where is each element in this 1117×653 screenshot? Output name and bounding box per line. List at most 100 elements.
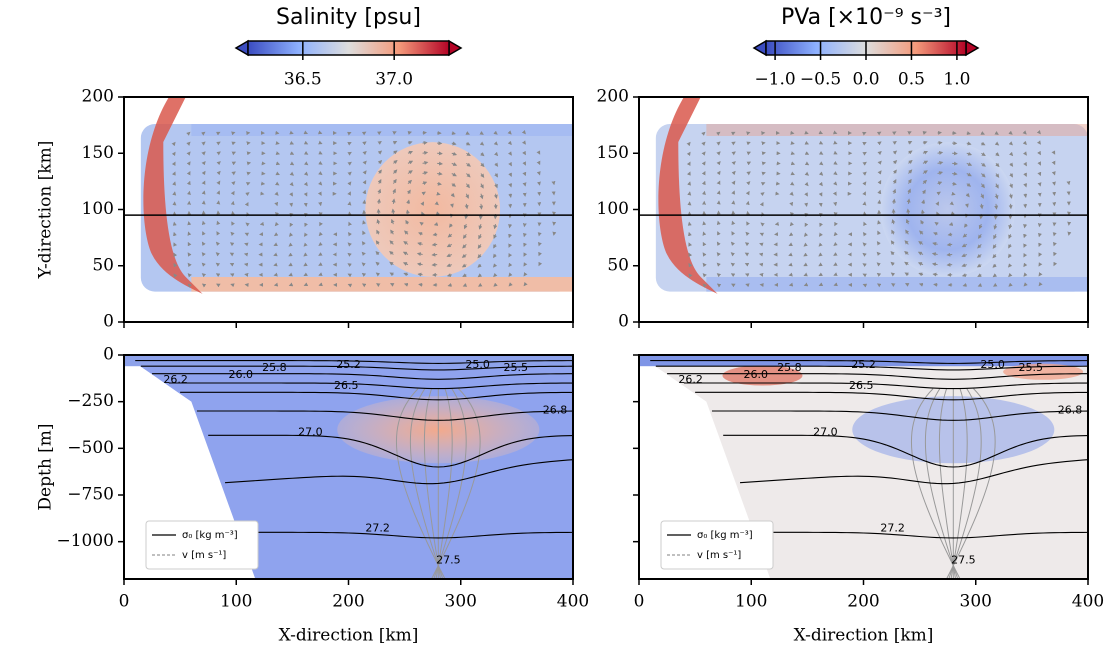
velocity-arrow [204,132,205,133]
eddy [880,142,1015,277]
velocity-arrow [865,192,866,194]
velocity-arrow [350,192,351,194]
contour-label: 27.5 [951,553,976,566]
y-tick-label: 150 [597,143,629,163]
contour-label: 26.2 [163,373,188,386]
velocity-arrow [320,224,321,225]
velocity-arrow [274,275,276,276]
contour-label: 27.0 [298,425,323,438]
velocity-arrow [306,133,307,134]
velocity-arrow [203,284,204,285]
y-tick-label: −750 [67,485,114,505]
velocity-arrow [231,284,233,285]
x-tick-label: 300 [960,592,992,612]
velocity-arrow [690,162,691,163]
velocity-arrow [524,285,525,286]
x-tick-label: 100 [220,592,252,612]
colorbar-extend-high [966,41,978,55]
velocity-arrow [306,143,308,144]
contour-label: 27.2 [880,522,905,535]
velocity-arrow [937,212,938,214]
velocity-arrow [1039,275,1040,276]
velocity-arrow [524,265,525,266]
colorbar-tick-label: −1.0 [754,70,795,90]
velocity-arrow [762,163,765,164]
legend-label: v [m s⁻¹] [697,550,741,561]
velocity-arrow [792,143,794,144]
velocity-arrow [525,153,526,154]
legend-label: σ₀ [kg m⁻³] [182,530,238,541]
velocity-arrow [865,143,866,144]
velocity-arrow [189,182,190,184]
velocity-arrow [247,163,250,164]
x-tick-label: 0 [119,592,130,612]
velocity-arrow [835,153,836,154]
velocity-arrow [952,194,955,195]
velocity-arrow [481,204,482,209]
velocity-arrow [319,275,320,276]
field-south [191,277,573,292]
velocity-arrow [188,284,189,285]
velocity-arrow [952,174,957,175]
y-tick-label: 150 [82,143,114,163]
velocity-arrow [509,285,510,286]
eddy [365,142,500,277]
velocity-arrow [733,132,734,133]
velocity-arrow [1040,153,1041,154]
contour-label: 25.2 [336,358,361,371]
velocity-arrow [217,284,218,285]
velocity-arrow [524,275,525,276]
velocity-arrow [319,265,320,266]
velocity-arrow [996,204,997,209]
velocity-arrow [806,133,808,134]
velocity-arrow [274,265,276,266]
velocity-arrow [437,184,441,185]
velocity-arrow [203,222,204,224]
velocity-arrow [703,274,704,275]
velocity-arrow [689,253,690,254]
velocity-arrow [703,232,704,234]
x-tick-label: 0 [634,592,645,612]
legend-label: v [m s⁻¹] [182,550,226,561]
legend-label: σ₀ [kg m⁻³] [697,530,753,541]
y-tick-label: 50 [607,255,629,275]
velocity-arrow [350,152,351,153]
velocity-arrow [245,254,248,255]
velocity-arrow [350,143,351,144]
velocity-arrow [834,275,835,276]
velocity-arrow [407,210,408,214]
contour-label: 26.5 [334,379,359,392]
velocity-arrow [835,194,836,195]
velocity-arrow [1040,174,1041,176]
velocity-arrow [189,152,190,153]
y-axis-label: Y-direction [km] [36,141,56,280]
contour-label: 27.0 [813,425,838,438]
velocity-arrow [175,172,176,173]
legend-box [146,521,258,569]
velocity-arrow [524,244,525,246]
velocity-arrow [291,133,293,134]
velocity-arrow [1024,285,1025,286]
velocity-arrow [418,274,422,275]
velocity-arrow [1040,163,1041,164]
colorbar-tick-label: 36.5 [284,70,322,90]
colorbar-tick-label: 37.0 [375,70,413,90]
velocity-arrow [349,223,350,225]
velocity-arrow [525,184,526,186]
velocity-arrow [188,232,189,234]
velocity-arrow [348,274,349,275]
velocity-arrow [933,274,937,275]
velocity-arrow [746,284,748,285]
velocity-arrow [948,244,953,245]
velocity-arrow [704,142,705,143]
velocity-arrow [510,194,511,197]
velocity-arrow [1040,133,1041,134]
velocity-arrow [704,152,705,153]
velocity-arrow [1039,285,1040,286]
y-tick-label: 100 [597,199,629,219]
velocity-arrow [703,284,704,285]
velocity-arrow [718,284,719,285]
x-tick-label: 100 [735,592,767,612]
velocity-arrow [1039,234,1040,236]
contour-label: 26.0 [228,368,253,381]
